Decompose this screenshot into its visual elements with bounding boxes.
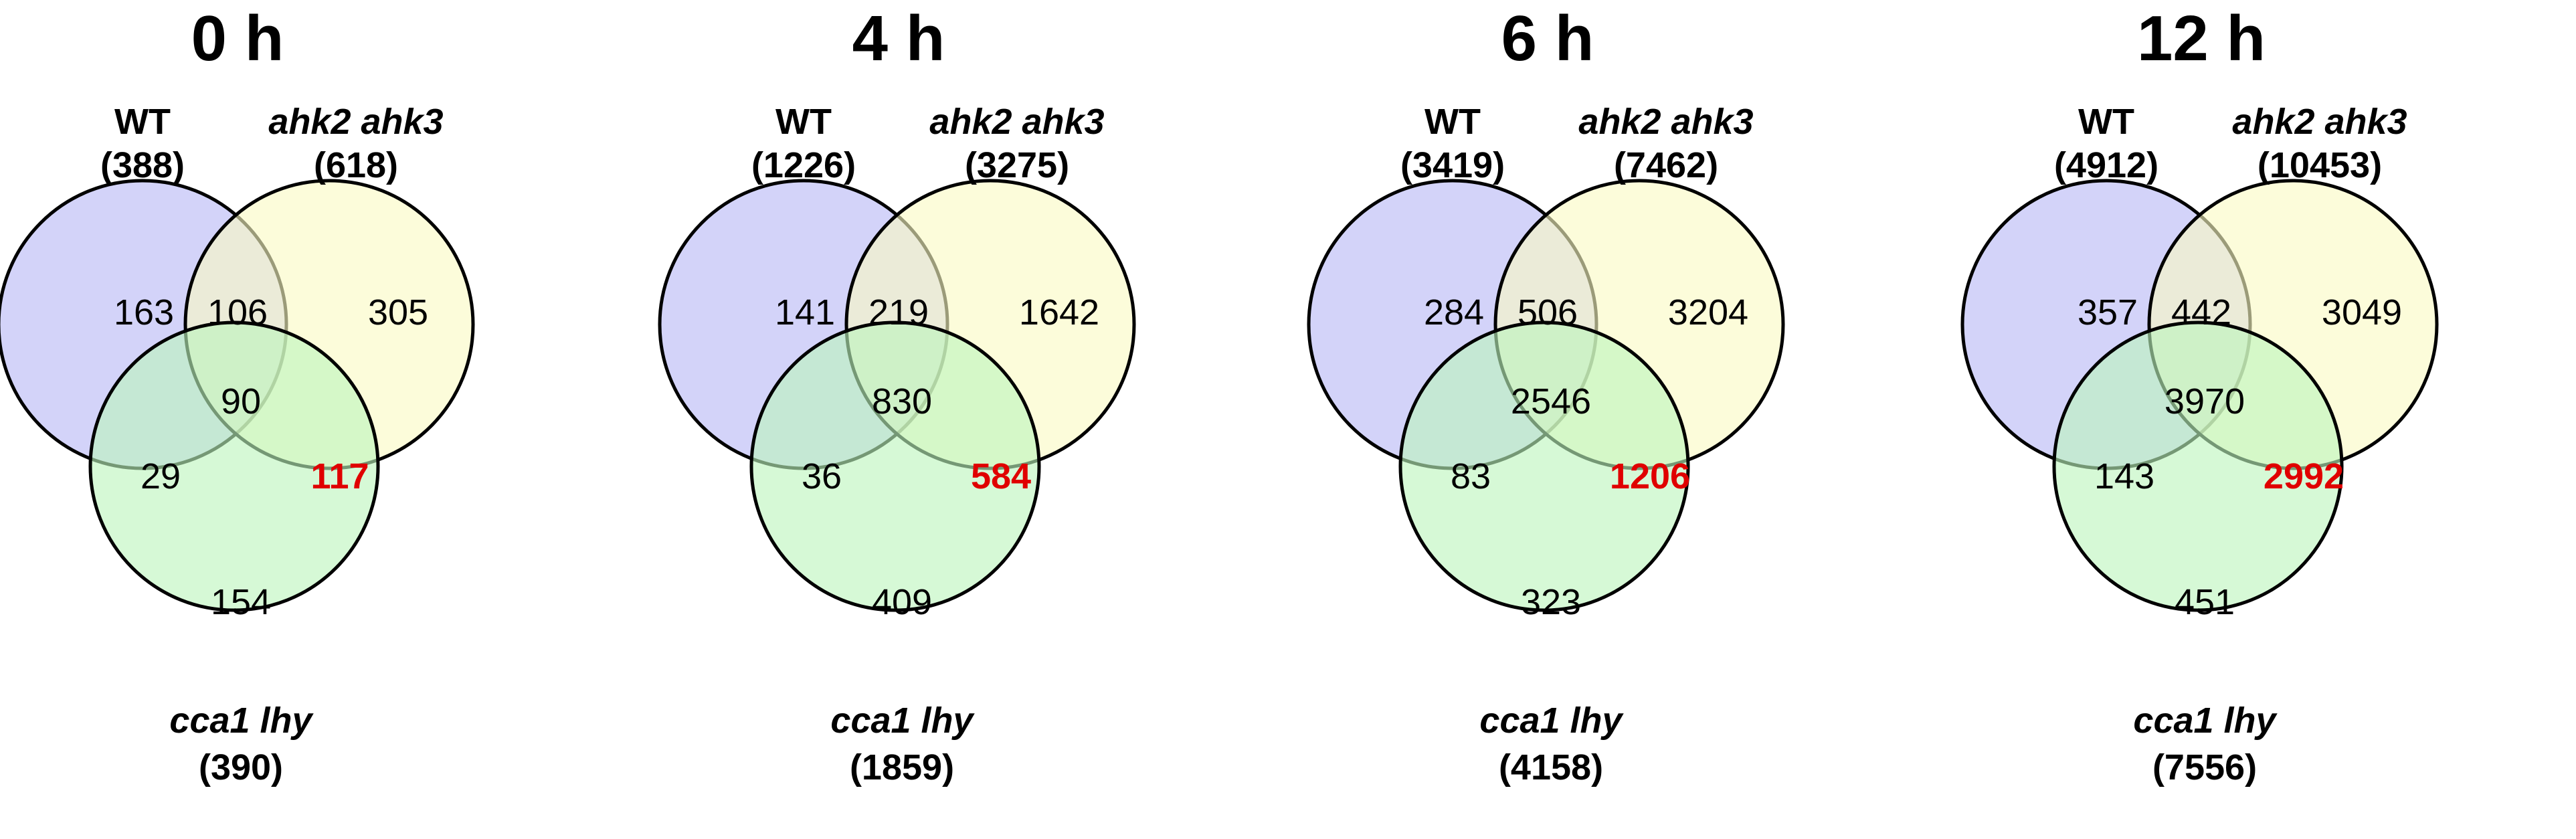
cca1-lhy-total: (4158) bbox=[1499, 747, 1603, 787]
ahk2-ahk3-total: (618) bbox=[314, 145, 398, 185]
region-count-ahk-only: 3204 bbox=[1668, 292, 1748, 333]
region-count-ahk-cca: 117 bbox=[310, 456, 369, 496]
region-count-wt-cca: 143 bbox=[2094, 456, 2154, 496]
cca1-lhy-label: cca1 lhy bbox=[169, 701, 314, 741]
venn-panel: 12 hWT(4912) ahk2 ahk3(10453) cca1 lhy (755… bbox=[1960, 3, 2439, 787]
cca1-lhy-label: cca1 lhy bbox=[2133, 701, 2278, 741]
region-count-all-three: 830 bbox=[872, 381, 932, 422]
region-count-ahk-cca: 584 bbox=[971, 456, 1031, 496]
venn-panel: 6 h WT(3419) ahk2 ahk3(7462) cca1 lhy (4158)… bbox=[1307, 3, 1785, 787]
ahk2-ahk3-label: ahk2 ahk3 bbox=[1578, 102, 1753, 142]
ahk2-ahk3-label: ahk2 ahk3 bbox=[929, 102, 1104, 142]
region-count-ahk-only: 3049 bbox=[2322, 292, 2402, 333]
region-count-wt-ahk: 442 bbox=[2171, 292, 2231, 333]
ahk2-ahk3-label: ahk2 ahk3 bbox=[2232, 102, 2407, 142]
region-count-cca-only: 323 bbox=[1521, 582, 1581, 622]
cca1-lhy-total: (1859) bbox=[850, 747, 954, 787]
venn-panel: 0 h WT(388) ahk2 ahk3(618) cca1 lhy (390) 163… bbox=[0, 3, 475, 787]
venn-circles bbox=[1960, 179, 2439, 612]
region-count-cca-only: 451 bbox=[2175, 582, 2235, 622]
region-count-ahk-cca: 2992 bbox=[2264, 456, 2344, 496]
region-count-wt-ahk: 106 bbox=[207, 292, 268, 333]
venn-circles bbox=[0, 179, 475, 612]
venn-circles bbox=[658, 179, 1136, 612]
wt-total: (4912) bbox=[2054, 145, 2158, 185]
region-count-ahk-only: 1642 bbox=[1019, 292, 1099, 333]
region-count-wt-only: 284 bbox=[1424, 292, 1484, 333]
region-count-all-three: 2546 bbox=[1511, 381, 1591, 422]
region-count-ahk-cca: 1206 bbox=[1610, 456, 1690, 496]
wt-label: WT bbox=[2078, 102, 2134, 142]
panel-title: 12 h bbox=[2137, 3, 2266, 74]
panel-title: 4 h bbox=[852, 3, 945, 74]
region-count-wt-ahk: 219 bbox=[868, 292, 929, 333]
region-count-wt-cca: 29 bbox=[141, 456, 181, 496]
region-count-wt-cca: 83 bbox=[1451, 456, 1491, 496]
ahk2-ahk3-total: (10453) bbox=[2258, 145, 2382, 185]
cca1-lhy-circle bbox=[88, 320, 380, 612]
wt-total: (3419) bbox=[1400, 145, 1505, 185]
region-count-all-three: 90 bbox=[221, 381, 261, 422]
wt-label: WT bbox=[1424, 102, 1481, 142]
region-count-wt-cca: 36 bbox=[802, 456, 842, 496]
cca1-lhy-total: (7556) bbox=[2152, 747, 2257, 787]
wt-label: WT bbox=[775, 102, 832, 142]
wt-total: (388) bbox=[100, 145, 185, 185]
venn-panel: 4 h WT(1226) ahk2 ahk3(3275) cca1 lhy (1859)… bbox=[658, 3, 1136, 787]
ahk2-ahk3-label: ahk2 ahk3 bbox=[268, 102, 443, 142]
cca1-lhy-circle bbox=[749, 320, 1041, 612]
region-count-cca-only: 154 bbox=[211, 582, 271, 622]
region-count-wt-only: 141 bbox=[775, 292, 835, 333]
region-count-cca-only: 409 bbox=[872, 582, 932, 622]
panel-title: 6 h bbox=[1501, 3, 1594, 74]
wt-label: WT bbox=[114, 102, 171, 142]
region-count-wt-only: 357 bbox=[2078, 292, 2138, 333]
ahk2-ahk3-total: (3275) bbox=[965, 145, 1069, 185]
cca1-lhy-circle bbox=[2052, 320, 2344, 612]
venn-circles bbox=[1307, 179, 1785, 612]
region-count-wt-ahk: 506 bbox=[1517, 292, 1578, 333]
cca1-lhy-label: cca1 lhy bbox=[1479, 701, 1624, 741]
cca1-lhy-total: (390) bbox=[199, 747, 283, 787]
ahk2-ahk3-total: (7462) bbox=[1614, 145, 1718, 185]
cca1-lhy-label: cca1 lhy bbox=[830, 701, 975, 741]
venn-panels: 0 hWT(388)ahk2 ahk3(618)cca1 lhy(390)163… bbox=[0, 3, 2439, 787]
wt-total: (1226) bbox=[751, 145, 856, 185]
region-count-ahk-only: 305 bbox=[368, 292, 428, 333]
region-count-wt-only: 163 bbox=[114, 292, 174, 333]
cca1-lhy-circle bbox=[1398, 320, 1690, 612]
panel-title: 0 h bbox=[191, 3, 284, 74]
region-count-all-three: 3970 bbox=[2165, 381, 2245, 422]
